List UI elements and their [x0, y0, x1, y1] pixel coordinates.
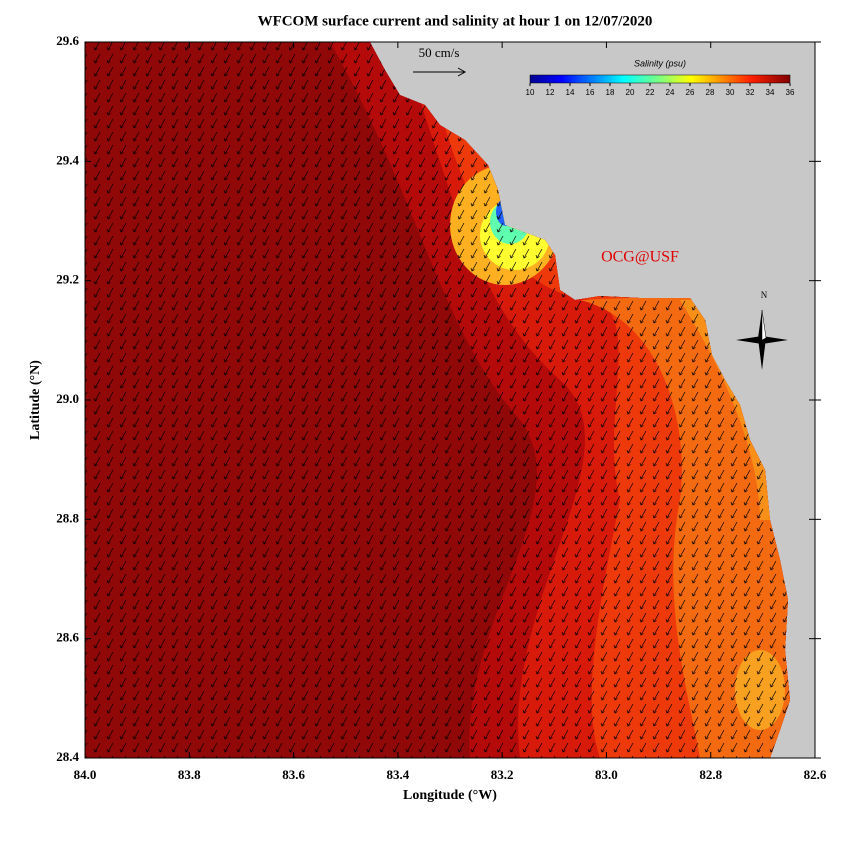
colorbar-tick-label: 24 [666, 88, 675, 97]
y-axis-label: Latitude (°N) [28, 360, 43, 440]
colorbar-tick-label: 20 [626, 88, 635, 97]
x-tick-label: 83.8 [178, 767, 201, 782]
y-tick-label: 29.4 [56, 152, 79, 167]
scale-label: 50 cm/s [419, 45, 460, 60]
x-tick-label: 83.2 [491, 767, 514, 782]
y-tick-label: 29.0 [56, 391, 79, 406]
colorbar-tick-label: 36 [786, 88, 795, 97]
colorbar-tick-label: 16 [586, 88, 595, 97]
y-tick-label: 28.8 [56, 510, 79, 525]
colorbar-tick-label: 14 [566, 88, 575, 97]
title: WFCOM surface current and salinity at ho… [258, 13, 653, 29]
compass-label: N [761, 290, 768, 300]
y-tick-label: 28.6 [56, 630, 79, 645]
colorbar-title: Salinity (psu) [634, 58, 686, 68]
x-axis-label: Longitude (°W) [403, 788, 497, 803]
colorbar-tick-label: 34 [766, 88, 775, 97]
x-tick-label: 84.0 [74, 767, 97, 782]
x-tick-label: 83.0 [595, 767, 618, 782]
x-tick-label: 83.4 [386, 767, 409, 782]
x-tick-label: 82.6 [804, 767, 827, 782]
compass: N [736, 290, 788, 370]
colorbar-tick-label: 10 [526, 88, 535, 97]
colorbar [529, 74, 791, 84]
colorbar-tick-label: 12 [546, 88, 555, 97]
y-tick-label: 29.2 [56, 272, 79, 287]
credit: OCG@USF [601, 249, 679, 266]
x-tick-label: 83.6 [282, 767, 305, 782]
y-tick-label: 28.4 [56, 749, 79, 764]
colorbar-tick-label: 22 [646, 88, 655, 97]
colorbar-tick-label: 28 [706, 88, 715, 97]
y-tick-label: 29.6 [56, 33, 79, 48]
colorbar-tick-label: 30 [726, 88, 735, 97]
colorbar-tick-label: 26 [686, 88, 695, 97]
x-tick-label: 82.8 [699, 767, 722, 782]
colorbar-tick-label: 32 [746, 88, 755, 97]
colorbar-tick-label: 18 [606, 88, 615, 97]
scale-arrow-head [457, 67, 467, 77]
